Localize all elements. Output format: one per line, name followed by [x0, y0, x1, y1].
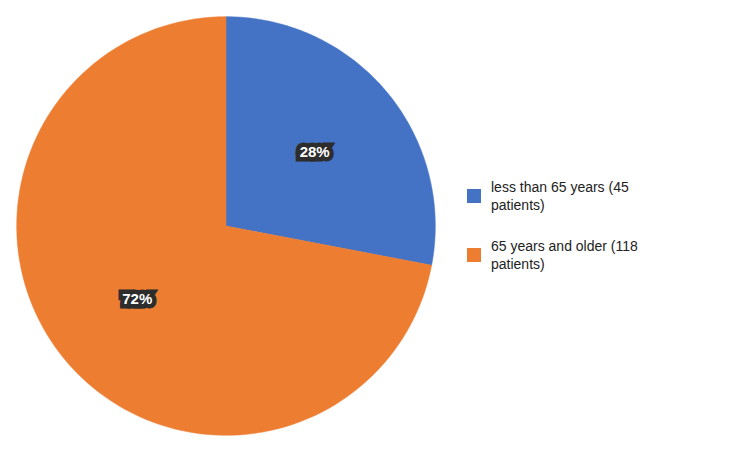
svg-text:28%: 28% [300, 143, 330, 160]
svg-text:72%: 72% [122, 290, 152, 307]
html-text:65 years and older (118 patien: 65 years and older (118 patients) [491, 237, 638, 272]
html-text:less than 65 years (45 patient: less than 65 years (45 patients) [491, 179, 629, 214]
